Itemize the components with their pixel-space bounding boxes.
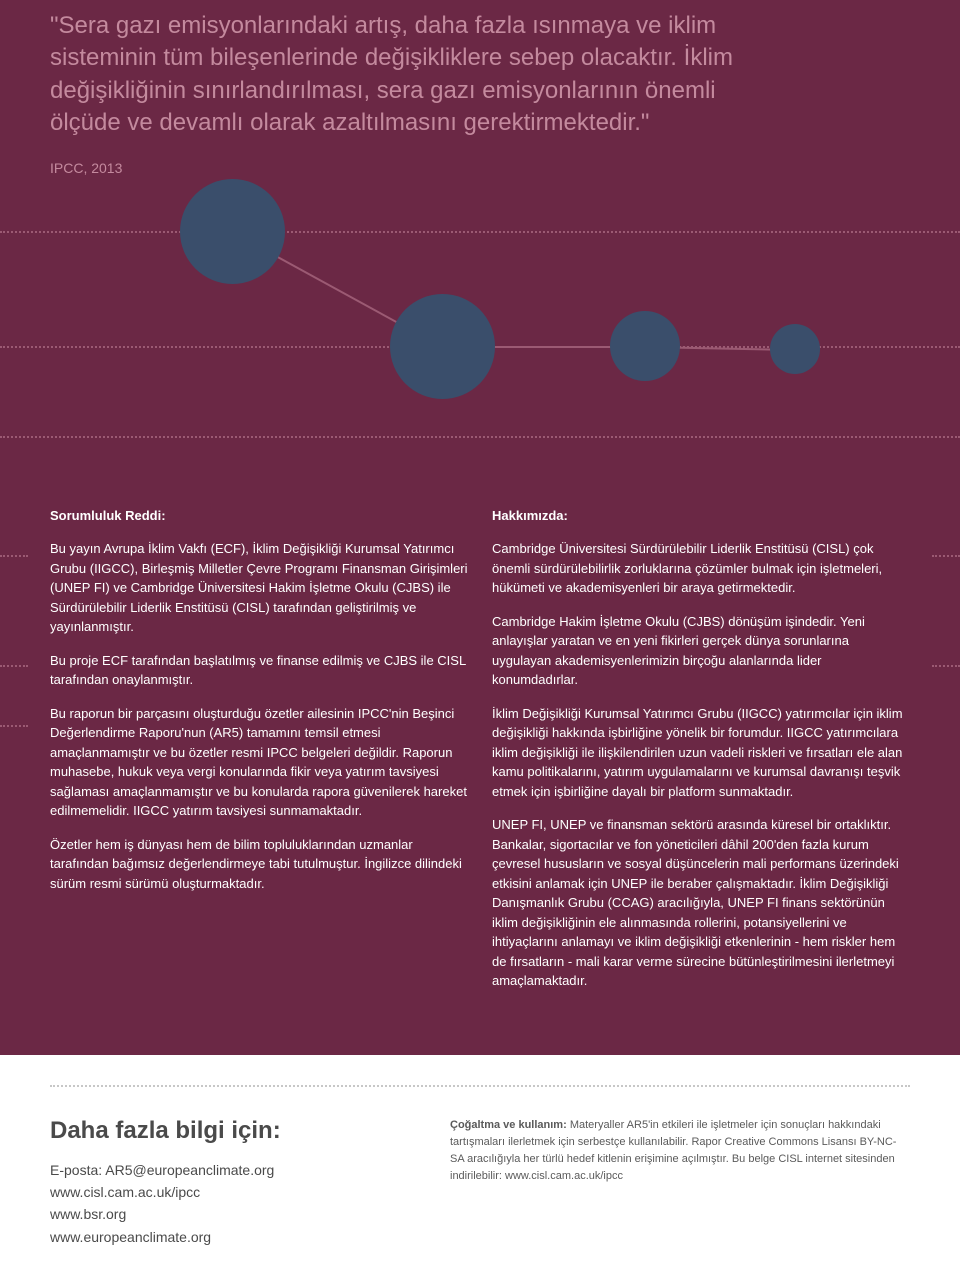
decorative-dots [932,555,960,557]
more-info-title: Daha fazla bilgi için: [50,1117,410,1145]
disclaimer-paragraph: Bu yayın Avrupa İklim Vakfı (ECF), İklim… [50,539,468,637]
about-paragraph: İklim Değişikliği Kurumsal Yatırımcı Gru… [492,704,910,802]
about-paragraph: UNEP FI, UNEP ve finansman sektörü arası… [492,815,910,991]
disclaimer-paragraph: Bu proje ECF tarafından başlatılmış ve f… [50,651,468,690]
contact-link: www.cisl.cam.ac.uk/ipcc [50,1181,410,1203]
about-paragraph: Cambridge Üniversitesi Sürdürülebilir Li… [492,539,910,598]
bottom-section: Daha fazla bilgi için: E-posta: AR5@euro… [0,1055,960,1288]
disclaimer-paragraph: Bu raporun bir parçasını oluşturduğu öze… [50,704,468,821]
bubble-diagram [50,206,910,466]
decorative-dots [0,665,28,667]
contact-email: E-posta: AR5@europeanclimate.org [50,1159,410,1181]
about-paragraph: Cambridge Hakim İşletme Okulu (CJBS) dön… [492,612,910,690]
license-text: Çoğaltma ve kullanım: Materyaller AR5'in… [450,1117,910,1185]
diagram-node [390,294,495,399]
columns-container: Sorumluluk Reddi: Bu yayın Avrupa İklim … [50,506,910,1005]
top-section: "Sera gazı emisyonlarındaki artış, daha … [0,0,960,1055]
about-column: Hakkımızda: Cambridge Üniversitesi Sürdü… [492,506,910,1005]
quote-text: "Sera gazı emisyonlarındaki artış, daha … [50,10,750,140]
more-info-block: Daha fazla bilgi için: E-posta: AR5@euro… [50,1117,410,1249]
dotted-line [0,436,960,438]
dotted-line [0,231,960,233]
disclaimer-heading: Sorumluluk Reddi: [50,506,468,526]
disclaimer-paragraph: Özetler hem iş dünyası hem de bilim topl… [50,835,468,894]
quote-block: "Sera gazı emisyonlarındaki artış, daha … [50,0,750,176]
contact-link: www.europeanclimate.org [50,1226,410,1248]
decorative-dots [0,555,28,557]
decorative-dots [932,665,960,667]
email-label: E-posta: [50,1162,105,1178]
decorative-dots [0,725,28,727]
license-label: Çoğaltma ve kullanım: [450,1119,567,1131]
about-heading: Hakkımızda: [492,506,910,526]
diagram-node [770,324,820,374]
email-value: AR5@europeanclimate.org [105,1162,274,1178]
diagram-node [180,179,285,284]
quote-source: IPCC, 2013 [50,160,750,176]
disclaimer-column: Sorumluluk Reddi: Bu yayın Avrupa İklim … [50,506,468,1005]
license-block: Çoğaltma ve kullanım: Materyaller AR5'in… [450,1117,910,1249]
diagram-node [610,311,680,381]
bottom-grid: Daha fazla bilgi için: E-posta: AR5@euro… [50,1085,910,1249]
contact-link: www.bsr.org [50,1203,410,1225]
